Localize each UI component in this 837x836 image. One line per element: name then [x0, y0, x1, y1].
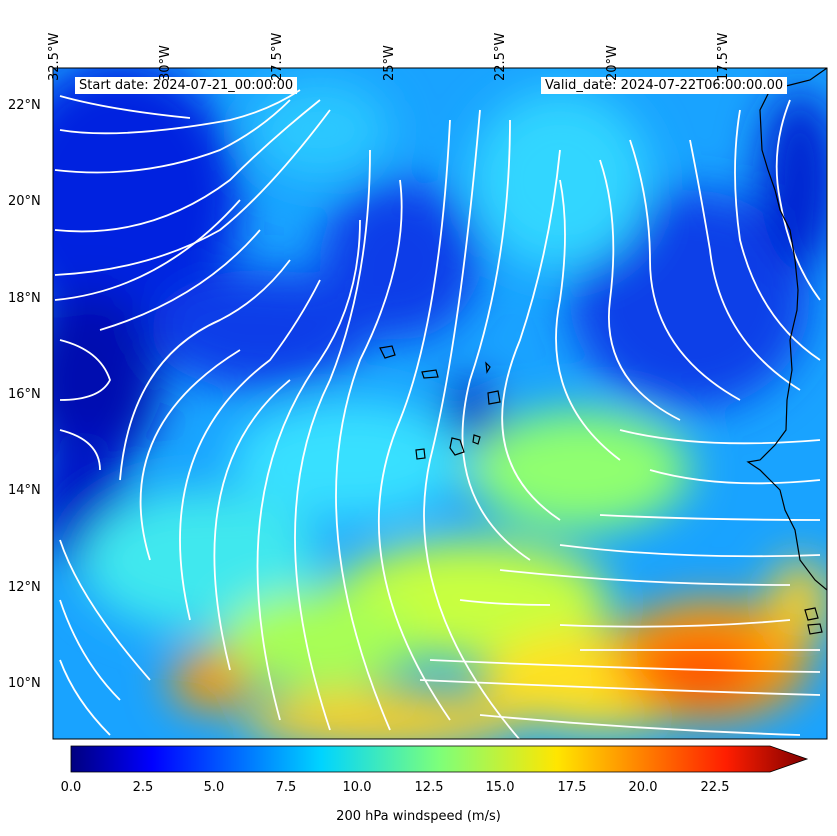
island: [449, 437, 465, 456]
streamline: [501, 149, 561, 521]
colorbar-tick: 0.0: [60, 780, 82, 795]
island: [415, 448, 426, 460]
streamline: [599, 159, 681, 421]
lat-label: 14°N: [8, 483, 41, 498]
streamline: [555, 179, 621, 461]
streamline: [649, 469, 821, 485]
streamline: [599, 514, 821, 521]
colorbar-tick: 5.0: [203, 780, 225, 795]
streamline: [419, 679, 821, 696]
island: [804, 607, 819, 621]
start-date-label: Start date: 2024-07-21_00:00:00: [75, 77, 298, 94]
lon-label: 27.5°W: [270, 32, 285, 81]
streamline: [629, 139, 741, 401]
streamline: [559, 619, 791, 628]
streamline: [256, 219, 361, 721]
lon-label: 22.5°W: [493, 32, 508, 81]
streamline: [499, 569, 791, 586]
streamline: [119, 259, 291, 481]
lon-label: 25°W: [382, 45, 397, 81]
colorbar-label: 200 hPa windspeed (m/s): [336, 809, 501, 824]
streamline: [619, 429, 821, 445]
lat-label: 10°N: [8, 676, 41, 691]
colorbar-tick: 2.5: [132, 780, 154, 795]
windspeed-field: [53, 68, 827, 739]
island: [487, 390, 501, 405]
streamline: [59, 95, 191, 119]
lat-label: 20°N: [8, 194, 41, 209]
streamline: [59, 659, 111, 736]
lon-label: 30°W: [158, 45, 173, 81]
island: [379, 345, 396, 359]
streamline: [559, 544, 821, 558]
streamlines: [54, 89, 821, 739]
streamline: [689, 139, 801, 391]
streamline: [429, 659, 821, 673]
streamline: [479, 714, 801, 736]
streamline: [377, 119, 451, 721]
streamline: [59, 339, 111, 401]
lon-label: 17.5°W: [716, 32, 731, 81]
streamline: [179, 279, 321, 621]
lat-label: 16°N: [8, 387, 41, 402]
colorbar-tick: 10.0: [342, 780, 372, 795]
streamline: [54, 99, 291, 174]
lon-label: 32.5°W: [47, 32, 62, 81]
map-frame: [52, 67, 828, 740]
streamline: [54, 99, 321, 233]
streamline: [213, 379, 291, 671]
streamline: [139, 349, 241, 561]
lat-label: 12°N: [8, 580, 41, 595]
streamline: [294, 149, 371, 731]
streamline: [54, 199, 241, 301]
streamline: [59, 89, 301, 135]
africa-coastline: [746, 68, 827, 591]
streamline: [59, 599, 121, 701]
lat-label: 18°N: [8, 291, 41, 306]
streamline: [461, 119, 531, 561]
island: [472, 434, 481, 445]
coastline: [379, 68, 827, 635]
colorbar: [70, 745, 809, 773]
streamline: [459, 599, 551, 606]
island: [807, 623, 823, 635]
streamline: [54, 109, 331, 276]
colorbar-tick: 15.0: [485, 780, 515, 795]
streamline: [335, 179, 403, 731]
streamline: [734, 109, 821, 361]
colorbar-tick: 22.5: [700, 780, 730, 795]
island: [421, 369, 439, 379]
island: [485, 361, 491, 374]
colorbar-tick: 20.0: [628, 780, 658, 795]
colorbar-tick: 17.5: [557, 780, 587, 795]
lat-label: 22°N: [8, 98, 41, 113]
valid-date-label: Valid_date: 2024-07-22T06:00:00.00: [541, 77, 788, 94]
lon-label: 20°W: [605, 45, 620, 81]
streamline: [775, 99, 821, 301]
streamline: [59, 429, 101, 471]
streamline: [423, 109, 521, 739]
colorbar-tick: 7.5: [275, 780, 297, 795]
colorbar-tick: 12.5: [414, 780, 444, 795]
colorbar-bar: [70, 745, 809, 773]
streamline: [99, 229, 261, 331]
streamline: [59, 539, 151, 681]
